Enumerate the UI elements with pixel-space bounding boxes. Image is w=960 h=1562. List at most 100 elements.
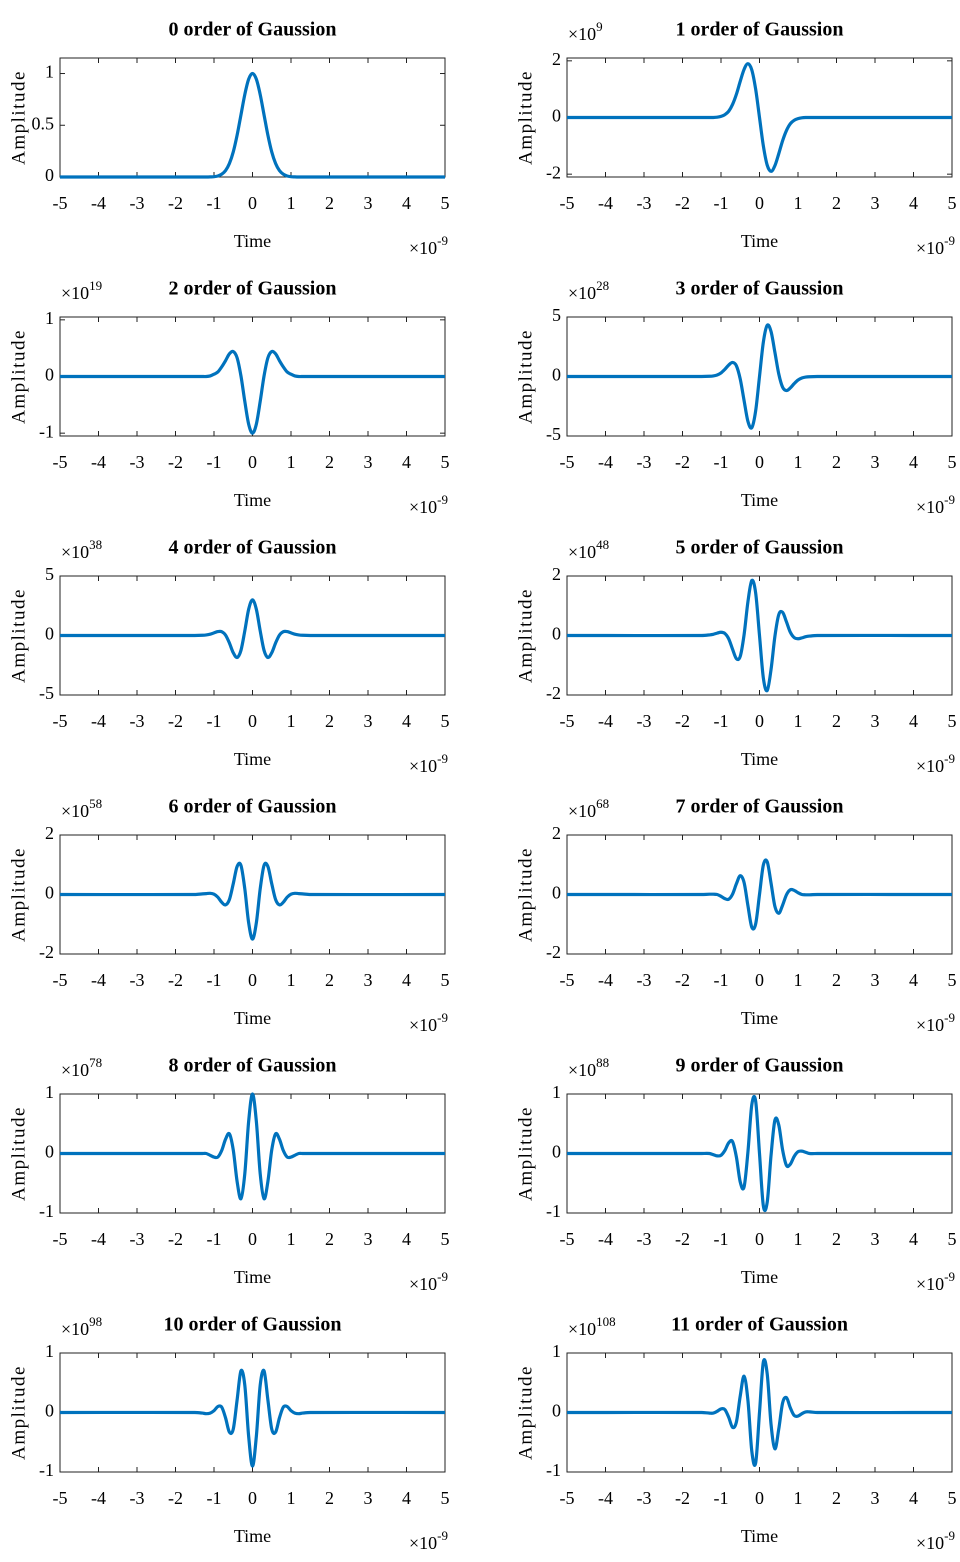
x-multiplier: ×10-9 [916,1528,955,1553]
x-tick-label: 3 [364,452,373,472]
x-axis-label: Time [234,1008,271,1028]
y-tick-label: -5 [546,424,561,444]
chart-title: 5 order of Gaussion [676,537,844,559]
x-axis-label: Time [234,490,271,510]
x-tick-label: 1 [287,711,296,731]
x-tick-label: -2 [675,1488,690,1508]
x-tick-label: 1 [287,970,296,990]
y-tick-label: 2 [552,564,561,584]
y-multiplier-base: ×10 [61,1060,89,1080]
x-tick-label: 5 [948,711,957,731]
x-tick-label: 2 [832,1229,841,1249]
x-tick-label: 4 [909,970,918,990]
x-tick-label: 1 [794,1488,803,1508]
y-multiplier-exponent: 9 [596,19,603,34]
y-tick-label: -2 [546,162,561,182]
y-tick-label: 0 [45,1142,54,1162]
x-tick-label: 1 [794,193,803,213]
x-tick-label: 3 [871,452,880,472]
x-axis-label: Time [741,1008,778,1028]
x-tick-label: -5 [560,1229,575,1249]
x-axis-label: Time [741,749,778,769]
x-axis-label: Time [234,749,271,769]
x-tick-label: -4 [598,1229,613,1249]
chart-title: 10 order of Gaussion [164,1314,342,1336]
x-multiplier-base: ×10 [916,1533,944,1553]
chart-title: 4 order of Gaussion [169,537,337,559]
y-tick-label: 1 [552,1082,561,1102]
y-tick-label: 1 [45,1341,54,1361]
y-tick-label: 2 [552,823,561,843]
x-tick-label: -3 [130,1488,145,1508]
y-tick-label: 0 [552,1401,561,1421]
y-multiplier-base: ×10 [568,283,596,303]
x-tick-label: -5 [53,1229,68,1249]
y-multiplier: ×1068 [568,796,609,821]
x-tick-label: 5 [441,1488,450,1508]
x-tick-label: -4 [91,970,106,990]
y-axis-label: Amplitude [515,847,536,942]
y-multiplier-exponent: 48 [596,537,609,552]
y-tick-label: -2 [39,942,54,962]
x-tick-label: 3 [364,711,373,731]
x-tick-label: -3 [637,1229,652,1249]
x-tick-label: -3 [637,452,652,472]
x-tick-label: -2 [168,970,183,990]
x-tick-label: -2 [675,1229,690,1249]
x-tick-label: -4 [598,452,613,472]
x-tick-label: 3 [871,1488,880,1508]
x-tick-label: 4 [909,711,918,731]
x-tick-label: 0 [755,970,764,990]
y-multiplier-exponent: 68 [596,796,609,811]
x-tick-label: -1 [207,1229,222,1249]
x-tick-label: 2 [325,1488,334,1508]
x-multiplier: ×10-9 [916,233,955,258]
x-tick-label: 4 [402,970,411,990]
y-multiplier-exponent: 38 [89,537,102,552]
x-tick-label: -5 [53,452,68,472]
x-tick-label: -5 [560,970,575,990]
chart-title: 3 order of Gaussion [676,278,844,300]
y-axis-label: Amplitude [8,70,29,165]
x-axis-label: Time [234,1526,271,1546]
x-multiplier: ×10-9 [409,1269,448,1294]
y-tick-label: 0 [552,1142,561,1162]
x-multiplier: ×10-9 [409,751,448,776]
x-multiplier-exponent: -9 [437,1010,448,1025]
x-tick-label: -5 [560,711,575,731]
x-tick-label: -3 [130,711,145,731]
y-tick-label: 0 [45,1401,54,1421]
x-axis-label: Time [741,1526,778,1546]
x-tick-label: 5 [948,1229,957,1249]
x-tick-label: 2 [832,1488,841,1508]
data-line [567,62,952,173]
y-axis-label: Amplitude [515,329,536,424]
y-tick-label: 0 [552,883,561,903]
x-tick-label: -3 [637,193,652,213]
chart-title: 11 order of Gaussion [671,1314,848,1336]
y-tick-label: 1 [552,1341,561,1361]
x-tick-label: 2 [832,193,841,213]
x-tick-label: -5 [560,1488,575,1508]
x-multiplier: ×10-9 [916,492,955,517]
x-tick-label: -1 [207,193,222,213]
x-tick-label: -2 [675,970,690,990]
y-tick-label: -1 [39,1460,54,1480]
y-tick-label: 0 [45,165,54,185]
x-multiplier-base: ×10 [409,1274,437,1294]
x-tick-label: -2 [168,1488,183,1508]
y-multiplier: ×1058 [61,796,102,821]
x-multiplier: ×10-9 [916,751,955,776]
x-tick-label: -5 [53,193,68,213]
y-multiplier-exponent: 78 [89,1055,102,1070]
x-multiplier: ×10-9 [409,492,448,517]
x-multiplier-exponent: -9 [944,1269,955,1284]
x-tick-label: 4 [909,452,918,472]
x-multiplier: ×10-9 [409,233,448,258]
x-multiplier: ×10-9 [409,1528,448,1553]
x-tick-label: -2 [168,452,183,472]
chart-title: 7 order of Gaussion [676,796,844,818]
x-multiplier-base: ×10 [409,756,437,776]
data-line [566,578,953,693]
data-line [60,349,445,435]
